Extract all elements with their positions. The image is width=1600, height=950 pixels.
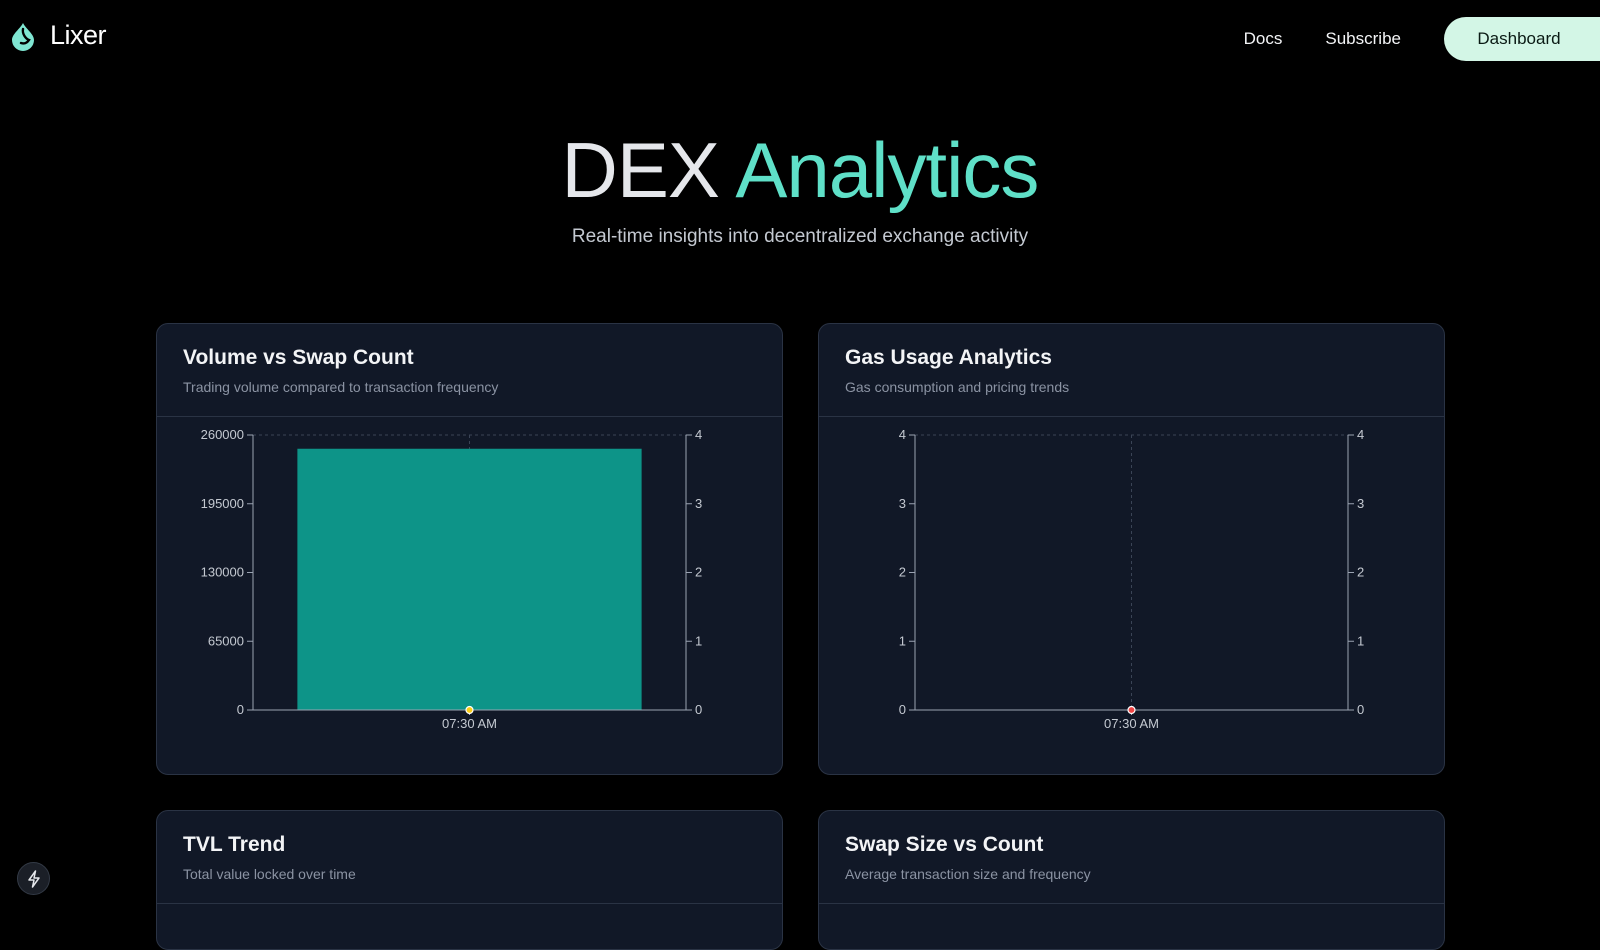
quick-action-button[interactable] xyxy=(17,862,50,895)
y-left-tick-label: 3 xyxy=(899,496,906,511)
card-description: Gas consumption and pricing trends xyxy=(845,379,1070,395)
brand-logo[interactable]: Lixer xyxy=(10,20,107,51)
y-right-tick-label: 1 xyxy=(1357,633,1364,648)
card-title: TVL Trend xyxy=(183,833,286,856)
card-description: Average transaction size and frequency xyxy=(845,866,1091,882)
y-right-tick-label: 4 xyxy=(1357,427,1364,442)
droplet-logo-icon xyxy=(12,22,34,51)
card-description: Trading volume compared to transaction f… xyxy=(183,379,499,395)
y-left-tick-label: 0 xyxy=(899,702,906,717)
y-left-tick-label: 260000 xyxy=(201,427,244,442)
page-title: DEX Analytics xyxy=(0,122,1600,218)
page-title-accent: Analytics xyxy=(735,126,1039,214)
y-left-tick-label: 0 xyxy=(237,702,244,717)
brand-name: Lixer xyxy=(50,20,107,50)
chart-point xyxy=(465,705,474,715)
y-left-tick-label: 2 xyxy=(899,565,906,580)
y-right-tick-label: 3 xyxy=(1357,496,1364,511)
card-header: Gas Usage Analytics Gas consumption and … xyxy=(819,324,1444,417)
chart-point xyxy=(1127,705,1136,715)
gas-usage-chart: 0 1 2 3 4 0 1 2 3 4 07:30 AM xyxy=(899,427,1364,731)
card-title: Swap Size vs Count xyxy=(845,833,1044,856)
chart-bar xyxy=(297,448,642,710)
card-title: Volume vs Swap Count xyxy=(183,346,414,369)
y-right-tick-label: 0 xyxy=(695,702,702,717)
y-right-tick-label: 0 xyxy=(1357,702,1364,717)
swap-size-card: Swap Size vs Count Average transaction s… xyxy=(818,810,1445,950)
y-left-tick-label: 1 xyxy=(899,633,906,648)
x-tick-label: 07:30 AM xyxy=(1104,716,1159,731)
volume-swap-chart: 0 65000 130000 195000 260000 0 1 2 3 4 07:30 AM xyxy=(201,427,703,731)
card-title: Gas Usage Analytics xyxy=(845,346,1052,369)
gas-usage-card: Gas Usage Analytics Gas consumption and … xyxy=(818,323,1445,775)
card-header: Volume vs Swap Count Trading volume comp… xyxy=(157,324,782,417)
card-header: TVL Trend Total value locked over time xyxy=(157,811,782,904)
volume-swap-card: Volume vs Swap Count Trading volume comp… xyxy=(156,323,783,775)
x-tick-label: 07:30 AM xyxy=(442,716,497,731)
top-nav: Docs Subscribe Dashboard xyxy=(1244,17,1600,61)
tvl-trend-card: TVL Trend Total value locked over time xyxy=(156,810,783,950)
page-title-plain: DEX xyxy=(561,126,720,214)
card-description: Total value locked over time xyxy=(183,866,356,882)
site-header: Lixer Docs Subscribe Dashboard xyxy=(0,0,1600,78)
y-right-tick-label: 3 xyxy=(695,496,702,511)
lightning-icon xyxy=(27,869,40,888)
y-left-tick-label: 65000 xyxy=(208,633,244,648)
y-right-tick-label: 4 xyxy=(695,427,702,442)
dashboard-button[interactable]: Dashboard xyxy=(1444,17,1600,61)
y-left-tick-label: 130000 xyxy=(201,565,244,580)
y-left-tick-label: 4 xyxy=(899,427,906,442)
card-header: Swap Size vs Count Average transaction s… xyxy=(819,811,1444,904)
page-subtitle: Real-time insights into decentralized ex… xyxy=(571,226,1029,247)
nav-docs-link[interactable]: Docs xyxy=(1243,29,1283,48)
y-right-tick-label: 2 xyxy=(695,565,702,580)
y-right-tick-label: 1 xyxy=(695,633,702,648)
nav-subscribe-link[interactable]: Subscribe xyxy=(1325,29,1401,48)
y-right-tick-label: 2 xyxy=(1357,565,1364,580)
y-left-tick-label: 195000 xyxy=(201,496,244,511)
